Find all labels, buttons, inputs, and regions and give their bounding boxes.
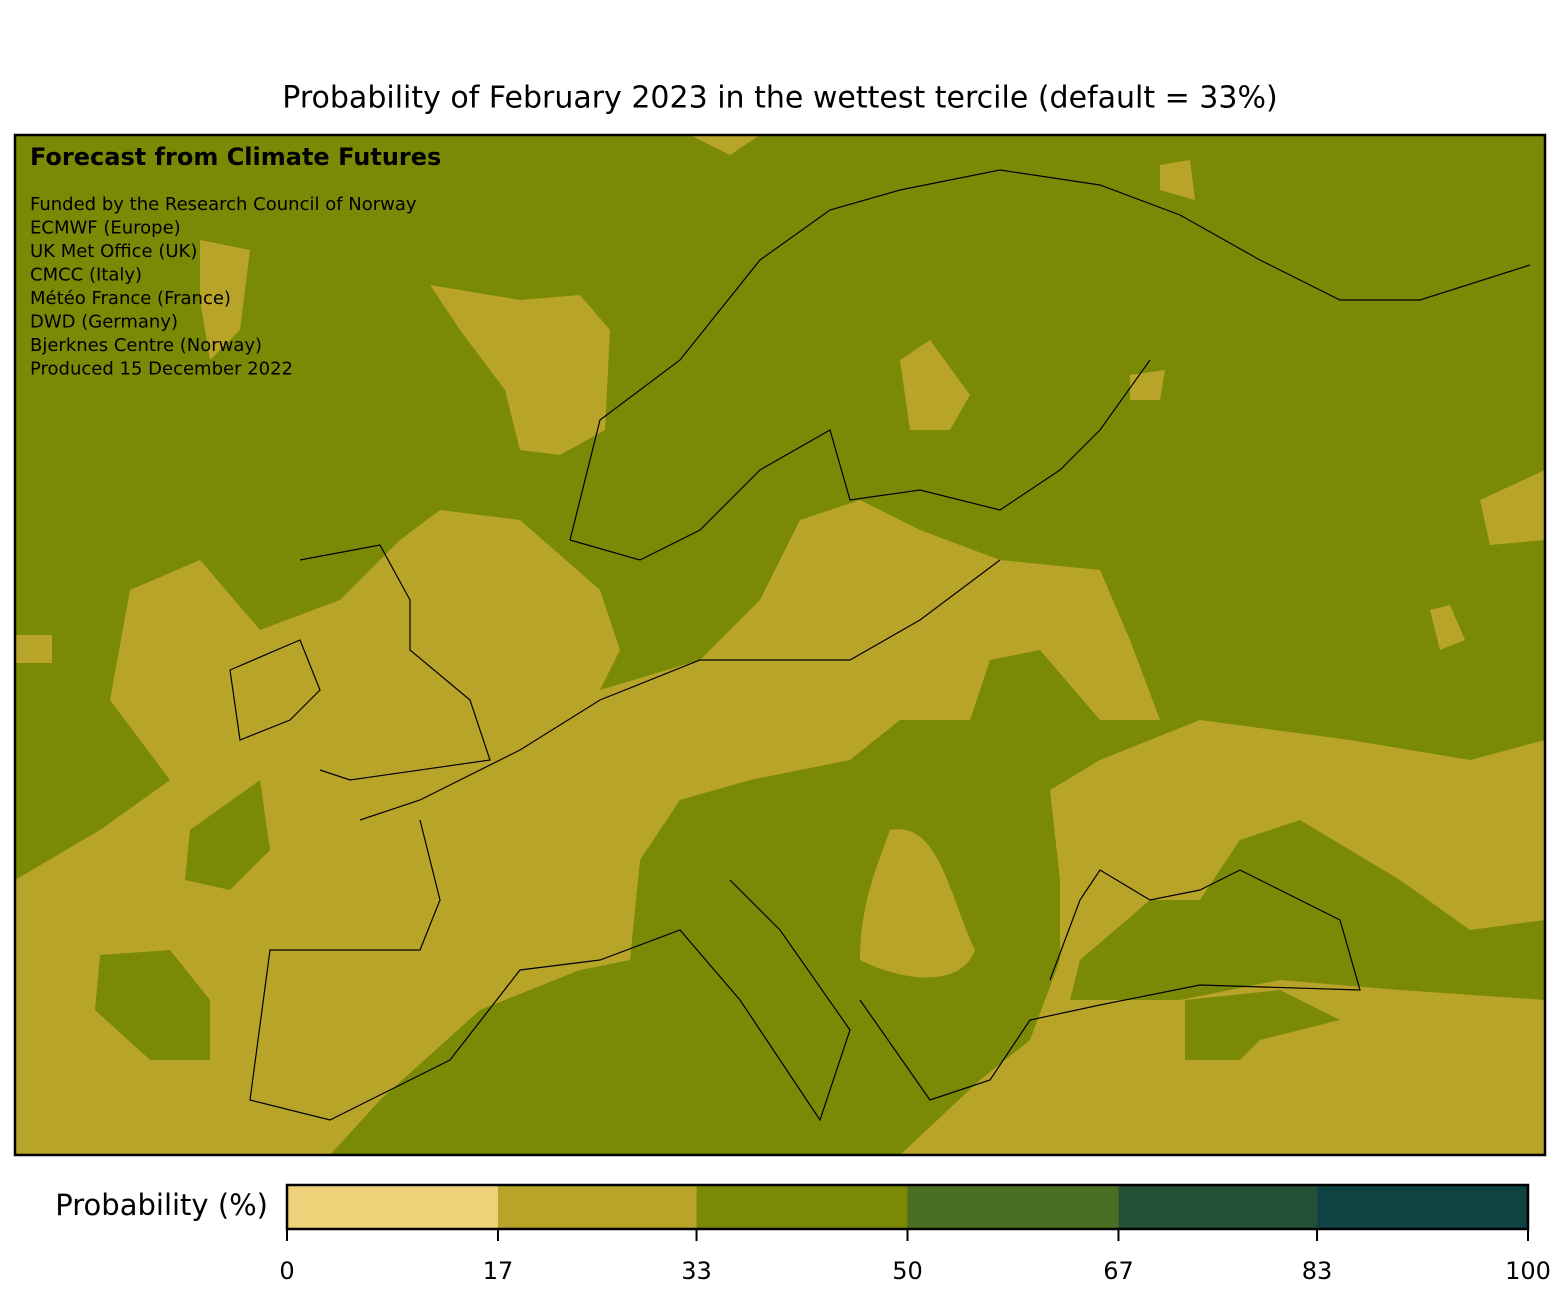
colorbar-segment xyxy=(1118,1185,1318,1229)
annotation-line: Funded by the Research Council of Norway xyxy=(30,194,417,215)
annotation-line: Bjerknes Centre (Norway) xyxy=(30,335,262,356)
annotation-line: Produced 15 December 2022 xyxy=(30,359,293,380)
annotation-line: Météo France (France) xyxy=(30,288,231,309)
low-probability-regions xyxy=(15,135,1545,1155)
map-frame xyxy=(13,133,1547,1157)
colorbar-tick-label: 100 xyxy=(1505,1257,1551,1285)
map: Forecast from Climate Futures Funded by … xyxy=(13,133,1547,1157)
colorbar: 0 17 33 50 67 83 100 xyxy=(279,1183,1551,1285)
colorbar-segment xyxy=(1317,1185,1528,1229)
colorbar-tick-label: 0 xyxy=(279,1257,294,1285)
colorbar-tick-label: 50 xyxy=(892,1257,923,1285)
colorbar-segment xyxy=(907,1185,1119,1229)
colorbar-segment xyxy=(497,1185,697,1229)
annotation-lines: Funded by the Research Council of Norway… xyxy=(30,194,417,380)
annotation-line: DWD (Germany) xyxy=(30,312,178,333)
colorbar-tick-label: 33 xyxy=(681,1257,712,1285)
map-title: Probability of February 2023 in the wett… xyxy=(282,81,1277,116)
colorbar-tick-label: 83 xyxy=(1302,1257,1333,1285)
colorbar-label: Probability (%) xyxy=(55,1188,268,1222)
annotation-line: UK Met Office (UK) xyxy=(30,241,197,262)
annotation-heading: Forecast from Climate Futures xyxy=(30,143,441,171)
high-probability-regions xyxy=(95,780,1340,1155)
colorbar-segment xyxy=(696,1185,908,1229)
annotation-line: ECMWF (Europe) xyxy=(30,218,181,239)
coastlines xyxy=(229,169,1531,1122)
colorbar-tick-label: 67 xyxy=(1103,1257,1134,1285)
annotation-line: CMCC (Italy) xyxy=(30,265,142,286)
colorbar-tick-label: 17 xyxy=(483,1257,514,1285)
colorbar-segment xyxy=(287,1185,498,1229)
